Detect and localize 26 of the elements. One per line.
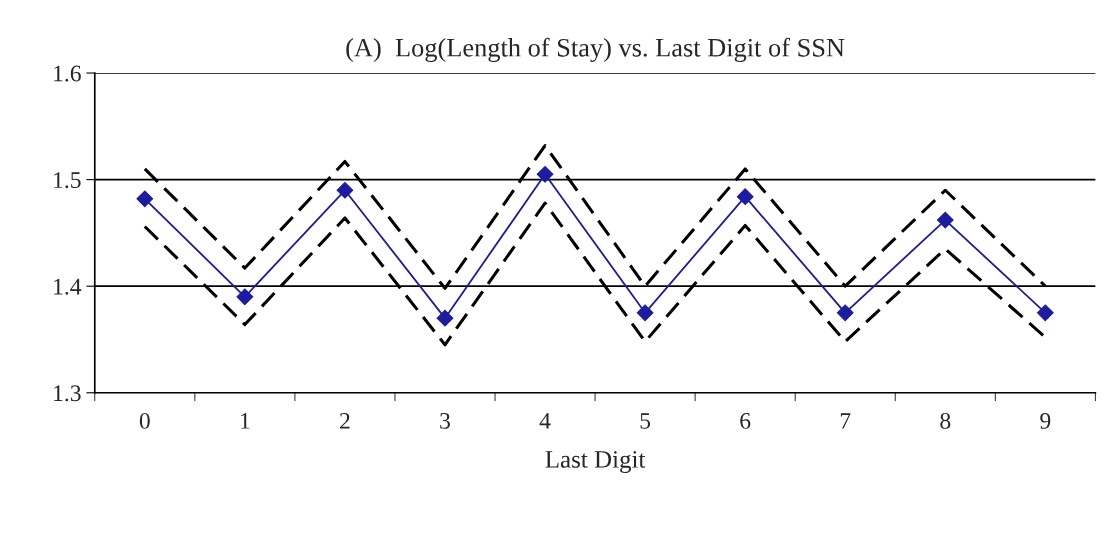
x-tick-label: 6	[740, 412, 751, 429]
x-tick-label: 8	[940, 412, 951, 429]
x-tick-label: 2	[340, 412, 350, 429]
chart-title: (A) Log(Length of Stay) vs. Last Digit of SSN	[346, 37, 845, 63]
x-tick-label: 1	[241, 413, 250, 429]
point	[136, 190, 154, 208]
point	[936, 211, 954, 229]
y-tick-label: 1.6	[54, 65, 81, 82]
point	[336, 181, 354, 199]
point	[536, 165, 554, 183]
x-axis-title: Last Digit	[545, 451, 646, 473]
point	[1036, 304, 1054, 322]
x-tick-label: 3	[440, 412, 450, 429]
y-tick-label: 1.5	[54, 172, 81, 189]
x-tick-label: 5	[640, 413, 651, 429]
point	[836, 304, 854, 322]
y-tick-label: 1.3	[54, 385, 81, 402]
x-tick-label: 7	[840, 413, 851, 429]
point	[436, 309, 454, 327]
x-tick-label: 0	[139, 412, 150, 429]
x-tick-label: 4	[539, 413, 551, 429]
x-tick-label: 9	[1040, 412, 1051, 429]
point	[636, 304, 654, 322]
point	[736, 188, 754, 206]
y-tick-label: 1.4	[54, 278, 82, 295]
point	[236, 288, 254, 306]
